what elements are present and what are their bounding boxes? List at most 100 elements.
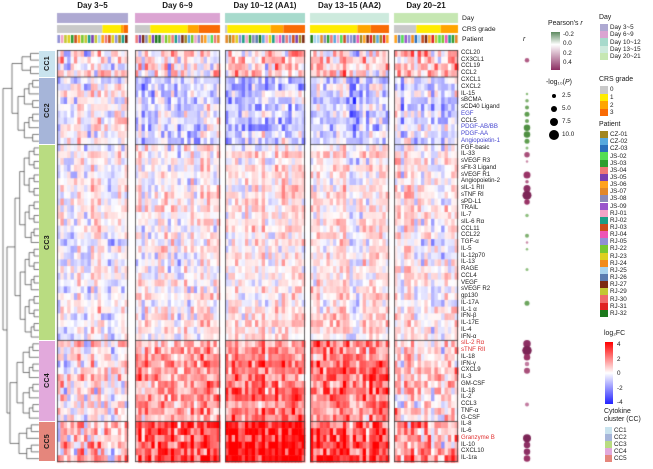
- legend-pearson-title: Pearson's r: [548, 20, 583, 27]
- cluster-block-cc1: CC1: [39, 50, 55, 77]
- legend-patient-item-label: CZ-03: [610, 145, 628, 153]
- legend-crs-item-label: 2: [610, 101, 614, 109]
- legend-patient-item-swatch: [600, 188, 608, 196]
- row-label: IL-6: [461, 427, 472, 435]
- legend-patient-item-label: RJ-24: [610, 259, 627, 267]
- row-label: IL-33: [461, 150, 475, 158]
- cluster-block-label: CC2: [43, 103, 51, 119]
- row-label: sCD40 Ligand: [461, 103, 500, 110]
- legend-patient-item-label: RJ-25: [610, 266, 627, 274]
- legend-day-item-label: Day 10~12: [610, 38, 641, 46]
- legend-patient-item-swatch: [600, 309, 608, 317]
- legend-day-item-swatch: [600, 24, 608, 32]
- row-label: IL-3: [461, 373, 472, 381]
- legend-patient-item-swatch: [600, 238, 608, 246]
- row-label: RAGE: [461, 265, 479, 273]
- legend-crs-title: CRS grade: [599, 76, 634, 83]
- row-label: IL-10: [461, 440, 475, 448]
- log2fc-tick: -4: [617, 399, 623, 406]
- legend-day-item-swatch: [600, 45, 608, 53]
- legend-patient-item-label: RJ-02: [610, 216, 627, 224]
- neglogp-item-label: 7.5: [562, 118, 571, 125]
- legend-patient-item-label: RJ-26: [610, 274, 627, 282]
- cluster-block-cc3: CC3: [39, 145, 55, 340]
- row-label: IL-1β: [461, 386, 476, 394]
- row-label: CXCL10: [461, 447, 485, 455]
- legend-crs-item-swatch: [600, 86, 608, 94]
- legend-patient-item-label: RJ-05: [610, 238, 627, 246]
- row-label: CXCL2: [461, 82, 481, 90]
- legend-crs-item-swatch: [600, 93, 608, 102]
- legend-patient-item-swatch: [600, 166, 608, 174]
- row-label: IL-17E: [461, 319, 479, 327]
- pearson-tick: 0.2: [563, 49, 572, 57]
- row-label: sVEGF R3: [461, 157, 491, 165]
- legend-patient-item-swatch: [600, 295, 608, 303]
- legend-patient-item-label: JS-09: [610, 202, 627, 210]
- row-label: sVEGF R2: [461, 285, 491, 293]
- row-label: sPD-L1: [461, 197, 482, 205]
- patient-annotation-label: Patient: [462, 36, 484, 43]
- cluster-block-cc2: CC2: [39, 77, 55, 145]
- legend-patient-item-swatch: [600, 145, 608, 153]
- legend-patient-item-label: CZ-01: [610, 131, 628, 139]
- row-label: IL-18: [461, 352, 475, 360]
- neglogp-size-dot: [550, 117, 558, 126]
- log2fc-tick: 2: [617, 355, 621, 363]
- group-title: Day 6~9: [162, 1, 193, 10]
- row-label: sBCMA: [461, 96, 482, 104]
- legend-patient-item-label: RJ-32: [610, 309, 627, 317]
- legend-cc-item-label: CC4: [614, 448, 627, 455]
- legend-cc-item-swatch: [605, 441, 612, 448]
- row-label: TGF-α: [461, 238, 479, 246]
- legend-day-item-swatch: [600, 52, 608, 60]
- row-label: VEGF: [461, 278, 478, 286]
- group-title: Day 20~21: [406, 1, 446, 10]
- legend-crs-item-swatch: [600, 101, 608, 109]
- legend-patient-item-swatch: [600, 231, 608, 239]
- cluster-block-cc5: CC5: [39, 421, 55, 462]
- row-label: IL-12p70: [461, 251, 486, 259]
- legend-patient-item-swatch: [600, 173, 608, 182]
- legend-cc-item-label: CC5: [614, 455, 627, 462]
- legend-day-item-swatch: [600, 31, 608, 39]
- legend-patient-item-label: RJ-30: [610, 295, 627, 303]
- legend-patient-item-swatch: [600, 245, 608, 253]
- crs-grade-annotation-label: CRS grade: [462, 26, 496, 33]
- row-label: sTNF RII: [461, 346, 486, 354]
- legend-cc-title-line2: cluster (CC): [604, 416, 641, 423]
- neglogp-item-label: 2.5: [562, 92, 571, 99]
- neglogp-size-dot: [552, 93, 556, 98]
- legend-day-title: Day: [599, 14, 612, 21]
- legend-patient-item-swatch: [600, 281, 608, 289]
- legend-patient-item-swatch: [600, 266, 608, 274]
- legend-patient-item-swatch: [600, 252, 608, 260]
- legend-patient-item-label: CZ-02: [610, 138, 628, 146]
- row-label: CCL22: [461, 231, 480, 239]
- day-annotation-label: Day: [462, 15, 475, 22]
- legend-day-item-label: Day 3~5: [610, 24, 634, 32]
- row-label: IFN-β: [461, 312, 477, 320]
- legend-crs-item-label: 3: [610, 109, 614, 117]
- cluster-block-cc4: CC4: [39, 340, 55, 421]
- row-label: GM-CSF: [461, 379, 486, 387]
- legend-cc-item-label: CC3: [614, 441, 627, 448]
- log2fc-tick: 4: [617, 341, 621, 348]
- cluster-block-label: CC1: [43, 56, 51, 71]
- legend-patient-item-label: JS-05: [610, 173, 627, 181]
- legend-neglogp-title: -log₁₀(P): [546, 79, 572, 86]
- legend-cc-item-swatch: [605, 427, 612, 434]
- legend-patient-item-label: JS-03: [610, 159, 627, 167]
- row-label: IL-1ra: [461, 454, 477, 462]
- legend-cc-item-swatch: [605, 434, 612, 441]
- row-label: sIL-1 RII: [461, 184, 485, 192]
- row-label: IL-2: [461, 393, 472, 401]
- row-label: sVEGF R1: [461, 170, 491, 178]
- row-label: IL-7: [461, 211, 472, 219]
- log2fc-tick: 0: [617, 370, 621, 377]
- row-label: CXCL1: [461, 75, 481, 83]
- legend-cc-item-label: CC2: [614, 434, 627, 441]
- row-label: CXCL9: [461, 366, 481, 374]
